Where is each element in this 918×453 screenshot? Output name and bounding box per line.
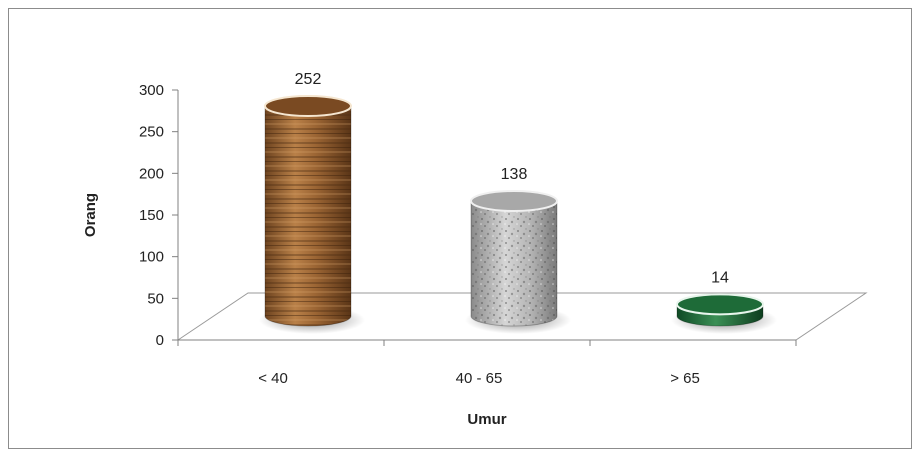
data-label: 252: [295, 71, 322, 88]
chart-frame: [8, 8, 912, 449]
bar-texture: [471, 201, 557, 326]
bar-outline: [264, 105, 352, 327]
data-labels: 252 138 14: [295, 71, 729, 286]
data-label: 138: [501, 166, 528, 183]
bar-top-cap: [264, 95, 352, 117]
bar-series: [259, 95, 777, 334]
y-tick-label: 150: [139, 207, 164, 224]
bar-texture: [265, 106, 351, 326]
x-axis-ticks: < 40 40 - 65 > 65: [177, 340, 797, 387]
x-tick-label: < 40: [258, 370, 288, 387]
y-tick-label: 250: [139, 124, 164, 141]
x-tick-label: 40 - 65: [456, 370, 503, 387]
data-label: 14: [711, 269, 729, 286]
y-tick-label: 300: [139, 82, 164, 99]
y-tick-label: 100: [139, 249, 164, 266]
bar-outline: [470, 200, 558, 327]
x-axis-title: Umur: [467, 411, 506, 428]
y-tick-label: 200: [139, 165, 164, 182]
y-axis-ticks: 0 50 100 150 200 250 300: [139, 82, 178, 349]
bar-top-cap: [676, 293, 764, 316]
bar-top-cap: [470, 190, 558, 212]
y-tick-label: 0: [156, 332, 164, 349]
y-axis-title: Orang: [82, 193, 99, 237]
x-tick-label: > 65: [670, 370, 700, 387]
y-tick-label: 50: [147, 290, 164, 307]
bar-outline: [676, 303, 764, 327]
